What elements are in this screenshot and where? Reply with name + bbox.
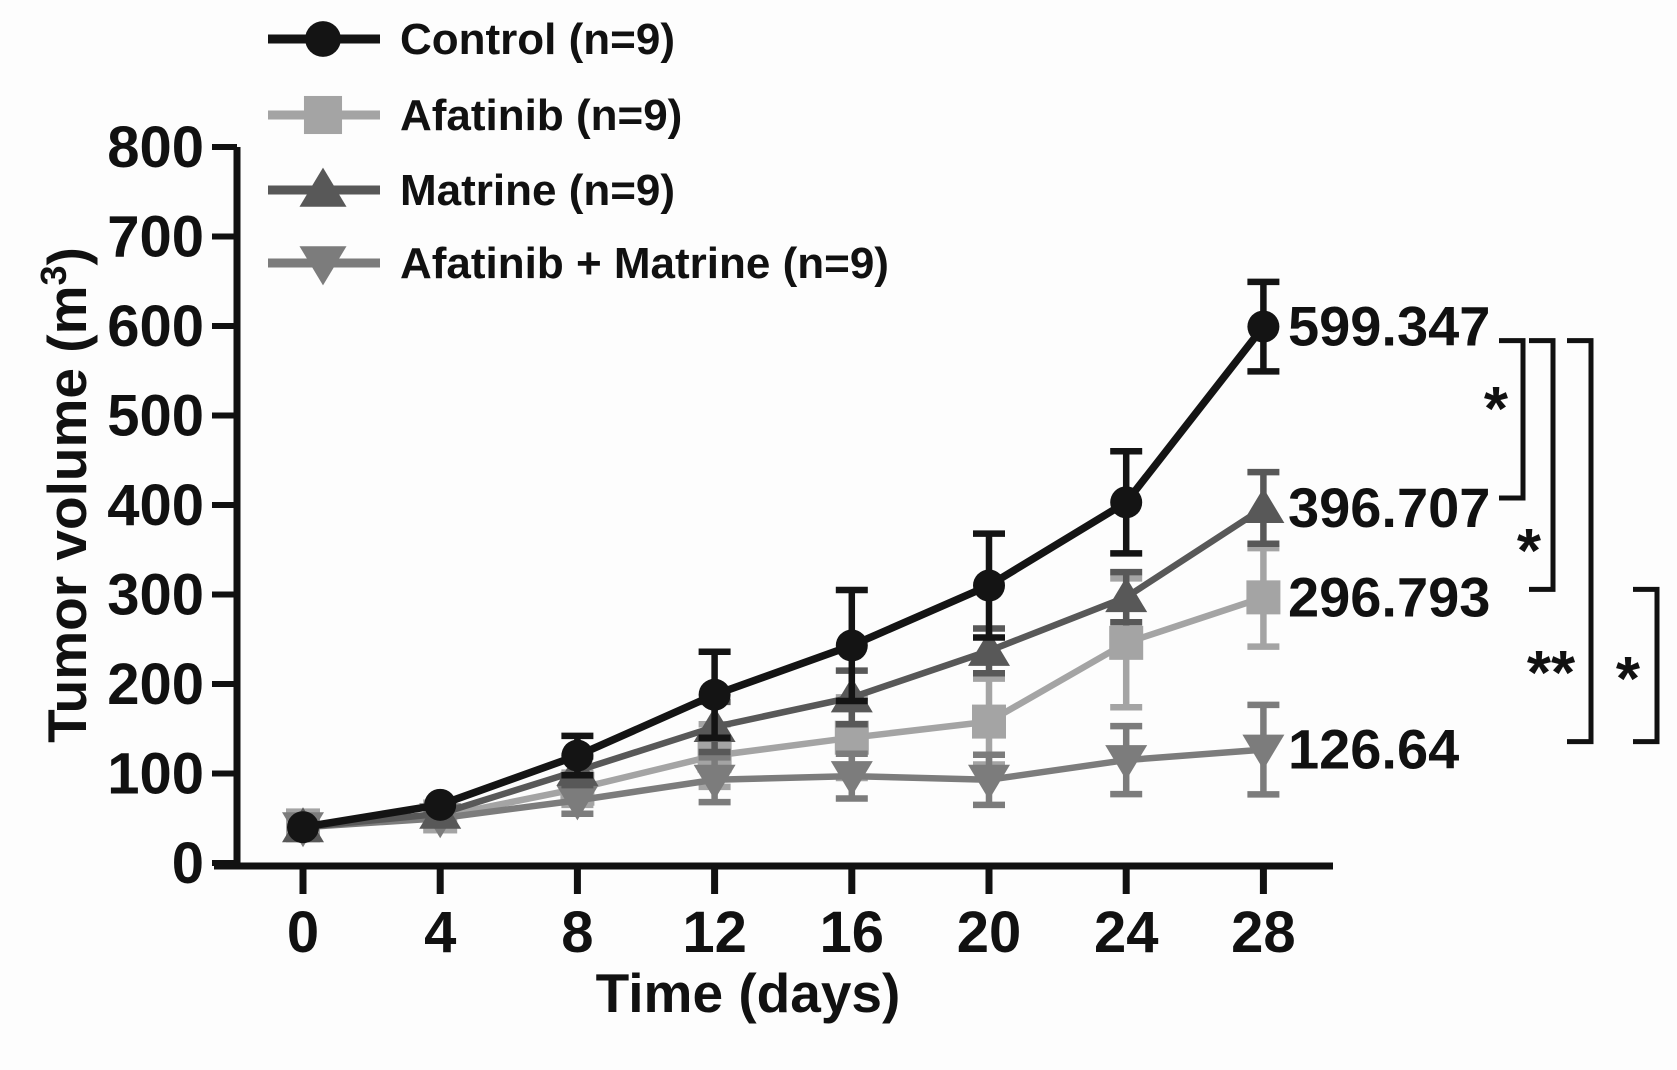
data-point-afatinib-matrine-n-9 [1242, 734, 1285, 770]
legend-label: Afatinib (n=9) [400, 91, 682, 140]
legend-marker-circle [305, 21, 341, 57]
series-afatinib-matrine-n-9 [282, 701, 1285, 848]
x-tick-label: 16 [820, 900, 885, 965]
series-control-n-9 [287, 278, 1280, 844]
x-axis-title: Time (days) [596, 962, 901, 1024]
x-tick-labels: 0 4 8 12 16 20 24 28 [287, 900, 1296, 965]
legend-label: Matrine (n=9) [400, 166, 675, 215]
data-point-control-n-9 [973, 569, 1005, 602]
data-point-control-n-9 [287, 811, 319, 844]
data-point-control-n-9 [835, 629, 868, 662]
data-point-afatinib-matrine-n-9 [968, 764, 1010, 800]
end-label-afatinib-matrine-n-9: 126.64 [1288, 718, 1459, 781]
x-tick-label: 20 [957, 900, 1022, 965]
data-point-afatinib-matrine-n-9 [556, 785, 599, 821]
bracket-2 [1529, 338, 1556, 592]
data-point-control-n-9 [698, 678, 731, 711]
significance-star-4: * [1616, 645, 1641, 714]
x-tick-label: 8 [561, 900, 593, 965]
x-tick-label: 12 [682, 900, 747, 965]
data-point-afatinib-matrine-n-9 [693, 764, 736, 800]
y-tick-label: 400 [107, 473, 204, 538]
y-axis-title: Tumor volume (m3) [33, 247, 98, 743]
significance-star-3: ** [1527, 639, 1576, 708]
data-point-afatinib-n-9 [1109, 625, 1144, 660]
legend-marker-triangle-up [299, 167, 347, 207]
data-point-matrine-n-9 [1105, 577, 1148, 613]
significance-star-2: * [1517, 517, 1542, 586]
legend-item-afatinib-matrine-n-9: Afatinib + Matrine (n=9) [268, 239, 889, 288]
line-control-n-9 [302, 324, 1267, 831]
x-tick-label: 28 [1231, 900, 1296, 965]
legend-item-afatinib-n-9: Afatinib (n=9) [268, 91, 682, 140]
end-value-labels: 599.347 296.793 396.707 126.64 [1288, 295, 1490, 781]
data-point-control-n-9 [561, 739, 594, 772]
data-point-matrine-n-9 [968, 630, 1010, 666]
x-tick-label: 0 [287, 900, 319, 965]
data-point-control-n-9 [424, 788, 457, 821]
legend-item-matrine-n-9: Matrine (n=9) [268, 166, 675, 215]
significance-brackets: **** * [1484, 338, 1660, 745]
legend: Control (n=9) Afatinib (n=9) Matrine (n=9)… [268, 15, 889, 288]
y-tick-label: 0 [172, 831, 204, 896]
end-label-control-n-9: 599.347 [1288, 295, 1490, 358]
axes [212, 144, 1333, 894]
y-tick-label: 200 [107, 652, 204, 717]
end-label-matrine-n-9: 396.707 [1288, 476, 1490, 539]
bracket-1 [1499, 338, 1526, 501]
y-tick-label: 600 [107, 294, 204, 359]
x-tick-label: 4 [424, 900, 456, 965]
data-point-control-n-9 [1110, 486, 1143, 519]
line-afatinib-matrine-n-9 [302, 746, 1264, 831]
line-matrine-n-9 [302, 505, 1266, 831]
data-point-afatinib-matrine-n-9 [830, 761, 873, 797]
legend-label: Afatinib + Matrine (n=9) [400, 239, 889, 288]
legend-label: Control (n=9) [400, 15, 675, 64]
y-tick-label: 700 [107, 205, 204, 270]
data-point-afatinib-matrine-n-9 [1105, 745, 1148, 781]
error-bars-control-n-9 [561, 278, 1280, 779]
end-label-afatinib-n-9: 296.793 [1288, 565, 1490, 628]
significance-star-1: * [1484, 375, 1509, 444]
y-tick-label: 500 [107, 384, 204, 449]
y-tick-labels: 0 100 200 300 400 500 600 700 800 [107, 115, 204, 896]
legend-marker-triangle-down [299, 246, 347, 286]
data-point-afatinib-n-9 [1246, 580, 1281, 615]
bracket-3 [1567, 338, 1594, 745]
bracket-4 [1633, 586, 1660, 745]
line-afatinib-n-9 [302, 594, 1265, 829]
legend-item-control-n-9: Control (n=9) [268, 15, 675, 64]
y-tick-label: 100 [107, 742, 204, 807]
x-tick-label: 24 [1094, 900, 1159, 965]
data-point-control-n-9 [1247, 310, 1280, 343]
y-tick-label: 300 [107, 563, 204, 628]
y-tick-label: 800 [107, 115, 204, 180]
data-point-afatinib-n-9 [972, 704, 1006, 739]
legend-marker-square [303, 95, 343, 135]
data-point-matrine-n-9 [1242, 487, 1285, 523]
